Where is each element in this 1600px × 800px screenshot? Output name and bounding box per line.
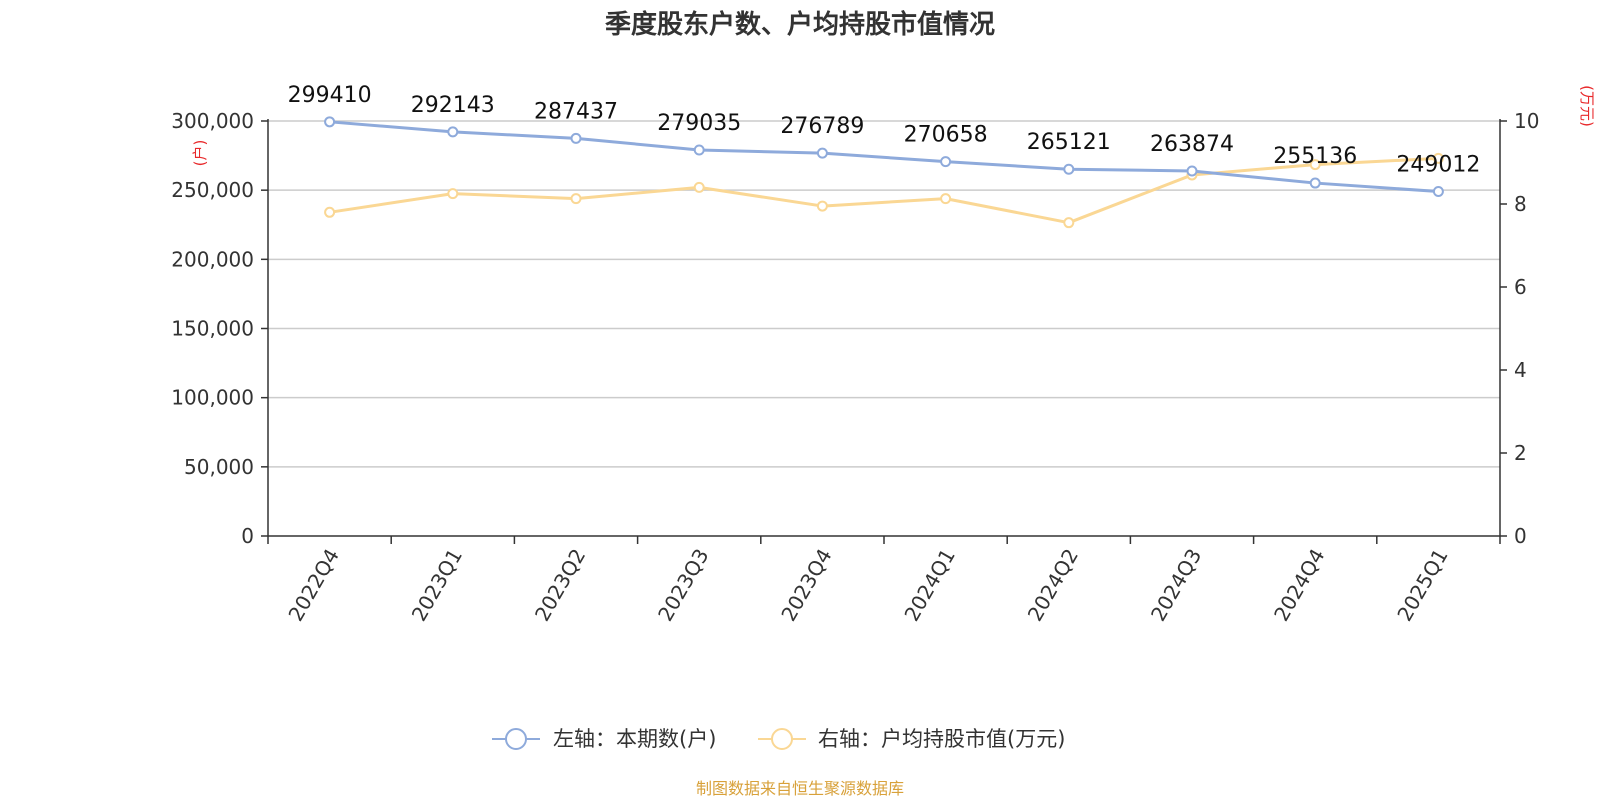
legend-marker-right: [771, 728, 793, 750]
data-label-left-7: 263874: [1150, 132, 1234, 157]
left-tick-label-0: 0: [241, 524, 254, 548]
data-point-right-2: [570, 193, 582, 205]
x-tick-label-7: 2024Q3: [1146, 545, 1206, 626]
data-point-left-3: [693, 144, 705, 156]
x-tick-label-2: 2023Q2: [530, 545, 590, 626]
data-point-right-0: [324, 206, 336, 218]
legend-item-right[interactable]: 右轴：户均持股市值(万元): [758, 727, 1065, 751]
data-point-right-5: [940, 193, 952, 205]
data-point-right-3: [693, 181, 705, 193]
source-note: 制图数据来自恒生聚源数据库: [696, 779, 904, 798]
right-tick-label-3: 6: [1514, 275, 1527, 299]
right-tick-label-0: 0: [1514, 524, 1527, 548]
left-tick-label-6: 300,000: [171, 109, 254, 133]
x-tick-label-0: 2022Q4: [283, 545, 343, 626]
data-label-left-3: 279035: [657, 111, 741, 136]
left-tick-label-4: 200,000: [171, 247, 254, 271]
data-label-left-5: 270658: [904, 123, 988, 148]
data-point-right-8: [1309, 159, 1321, 171]
series-line-right: [329, 156, 1439, 225]
x-tick-label-8: 2024Q4: [1269, 545, 1329, 626]
data-point-left-2: [570, 132, 582, 144]
x-tick-label-9: 2025Q1: [1392, 545, 1452, 626]
series-line-left: [329, 120, 1439, 194]
left-tick-label-5: 250,000: [171, 178, 254, 202]
chart-title: 季度股东户数、户均持股市值情况: [605, 9, 995, 40]
right-axis-unit: (万元): [1578, 85, 1596, 127]
series-left: [324, 116, 1444, 198]
legend[interactable]: 左轴：本期数(户) 右轴：户均持股市值(万元): [492, 727, 1065, 751]
legend-marker-left: [505, 728, 527, 750]
data-point-right-6: [1063, 217, 1075, 229]
data-point-left-9: [1432, 186, 1444, 198]
x-tick-label-4: 2023Q4: [776, 545, 836, 626]
data-point-left-7: [1186, 165, 1198, 177]
left-axis-ticks: 0 50,000 100,000 150,000 200,000 250,000 300,0…: [171, 109, 268, 548]
legend-label-left: 左轴：本期数(户): [553, 727, 716, 751]
data-point-left-8: [1309, 177, 1321, 189]
right-axis-ticks: 0 2 4 6 8 10: [1500, 109, 1539, 548]
data-point-right-1: [447, 188, 459, 200]
right-tick-label-2: 4: [1514, 358, 1527, 382]
left-tick-label-2: 100,000: [171, 386, 254, 410]
data-label-left-9: 249012: [1396, 153, 1480, 178]
left-axis-unit: (户): [191, 140, 209, 167]
data-label-left-2: 287437: [534, 99, 618, 124]
data-label-left-8: 255136: [1273, 144, 1357, 169]
data-point-right-9: [1432, 152, 1444, 164]
left-tick-label-1: 50,000: [184, 455, 254, 479]
x-tick-label-5: 2024Q1: [899, 545, 959, 626]
data-label-left-4: 276789: [780, 114, 864, 139]
data-label-left-6: 265121: [1027, 130, 1111, 155]
data-point-right-4: [816, 200, 828, 212]
right-tick-label-1: 2: [1514, 441, 1527, 465]
data-point-left-1: [447, 126, 459, 138]
legend-label-right: 右轴：户均持股市值(万元): [818, 727, 1065, 751]
x-tick-label-3: 2023Q3: [653, 545, 713, 626]
right-tick-label-5: 10: [1514, 109, 1539, 133]
gridlines: [268, 120, 1500, 468]
data-label-left-1: 292143: [411, 93, 495, 118]
series-right: [324, 152, 1444, 229]
legend-item-left[interactable]: 左轴：本期数(户): [492, 727, 716, 751]
x-tick-label-1: 2023Q1: [407, 545, 467, 626]
data-point-left-0: [324, 116, 336, 128]
left-tick-label-3: 150,000: [171, 317, 254, 341]
data-point-left-6: [1063, 163, 1075, 175]
data-labels-left: 299410 292143 287437 279035 276789 270658 2651…: [288, 83, 1481, 178]
x-tick-label-6: 2024Q2: [1023, 545, 1083, 626]
right-tick-label-4: 8: [1514, 192, 1527, 216]
data-point-left-5: [940, 156, 952, 168]
data-label-left-0: 299410: [288, 83, 372, 108]
data-point-left-4: [816, 147, 828, 159]
x-axis-ticks: 2022Q4 2023Q1 2023Q2 2023Q3 2023Q4 2024Q1 2024…: [267, 536, 1501, 626]
